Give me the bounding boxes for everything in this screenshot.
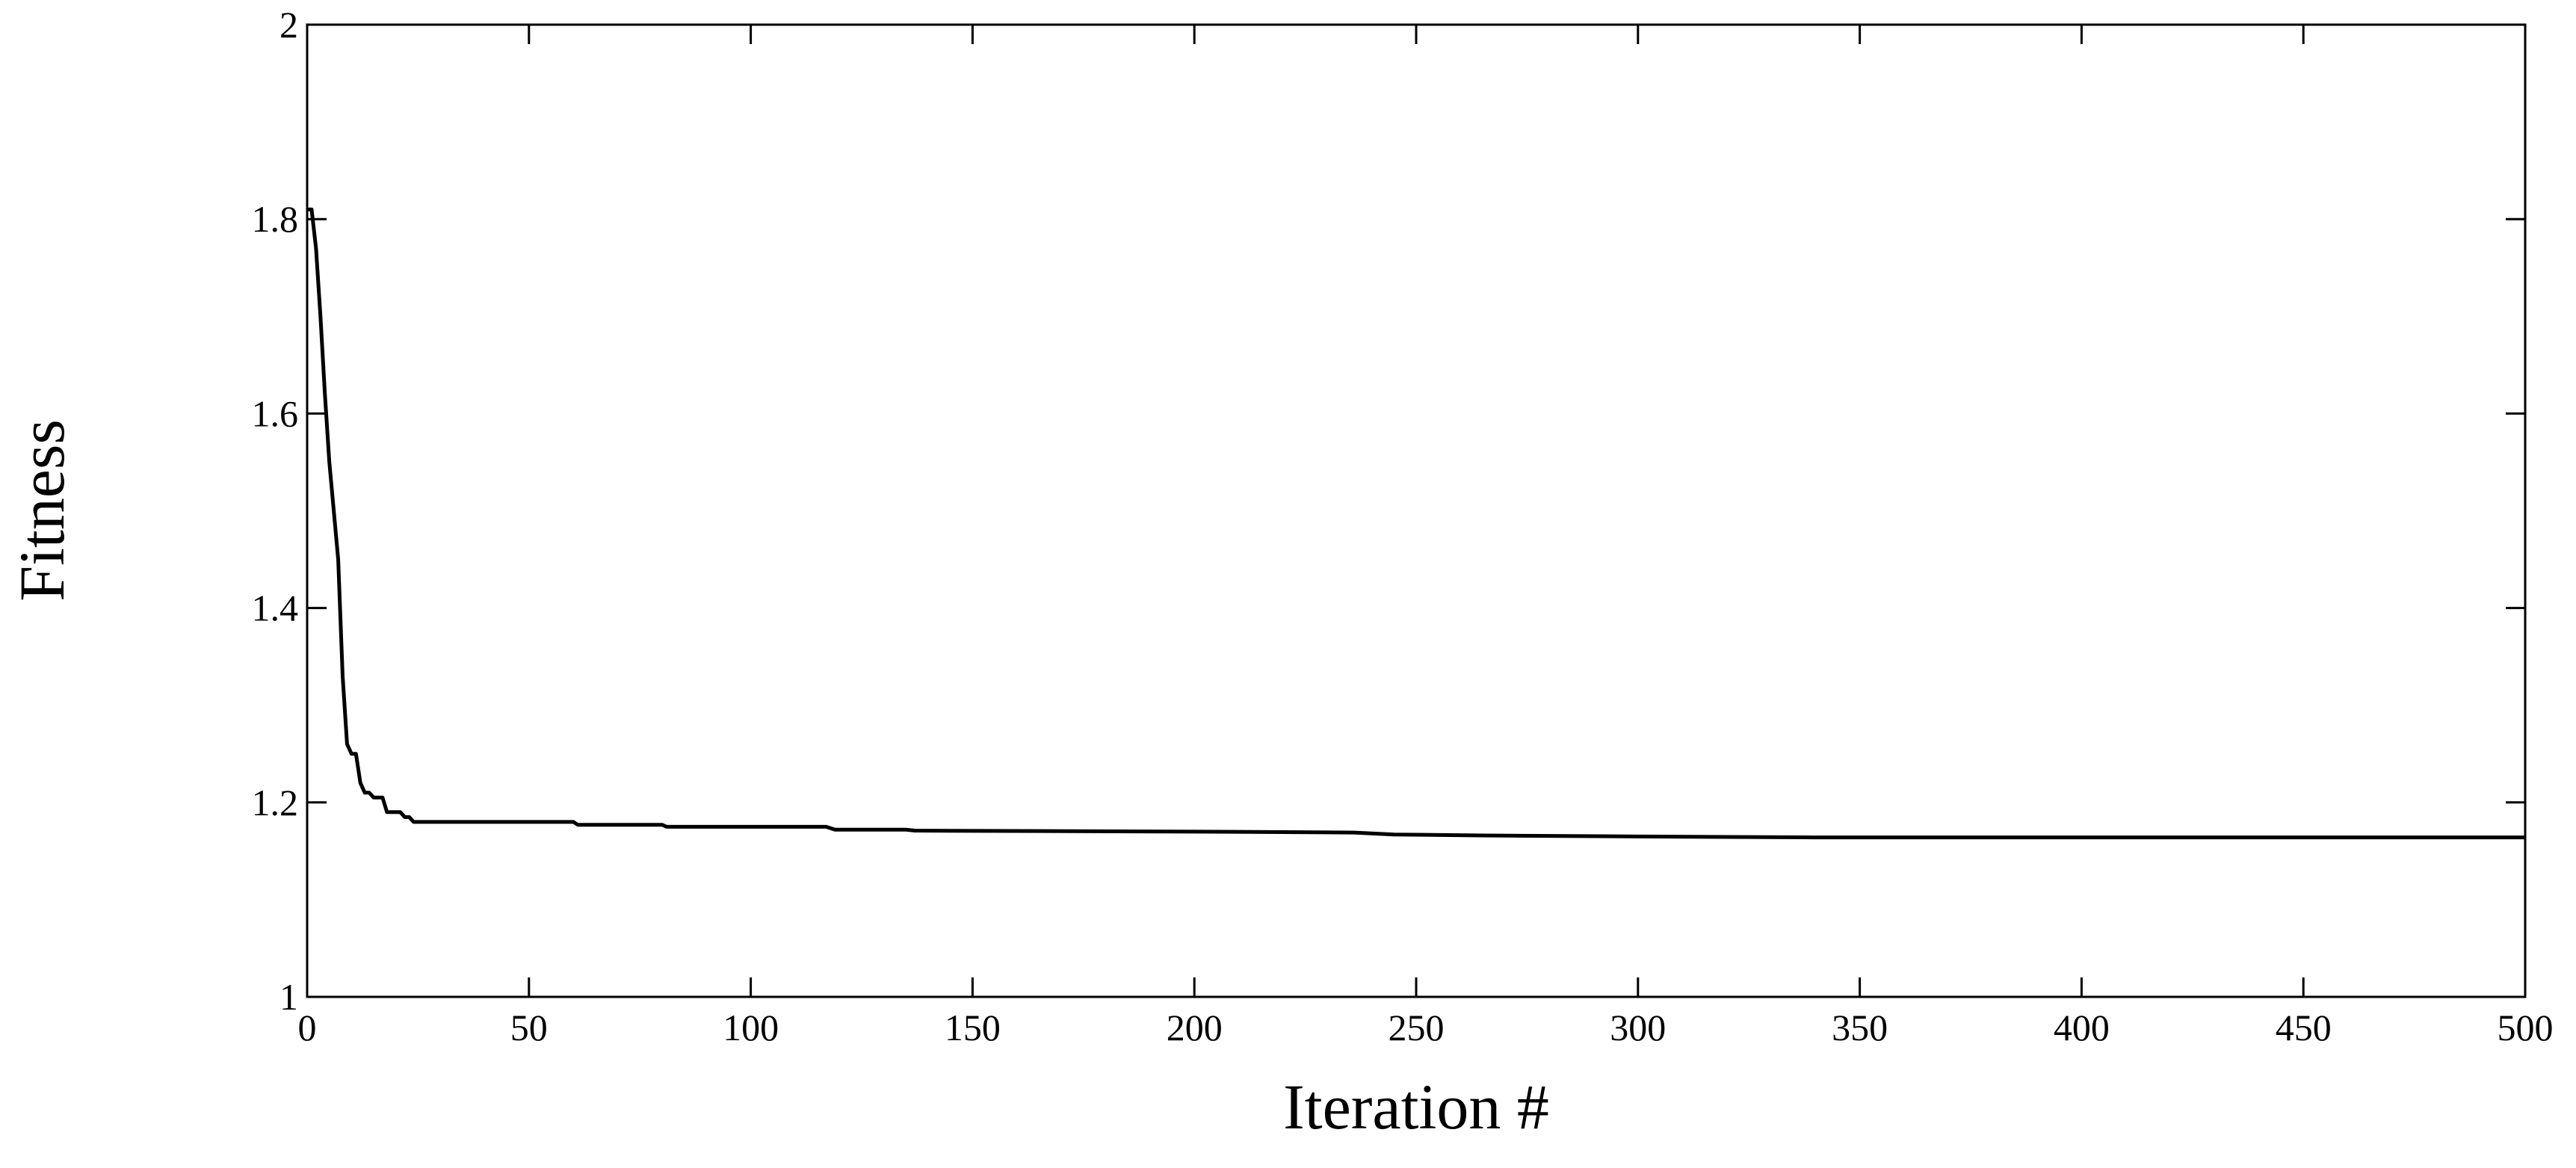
y-tick-label: 2: [279, 4, 298, 46]
x-tick-label: 350: [1832, 1007, 1888, 1048]
y-tick-label: 1.4: [252, 587, 299, 629]
x-tick-label: 400: [2054, 1007, 2110, 1048]
x-tick-label: 100: [723, 1007, 779, 1048]
y-tick-label: 1.6: [252, 392, 299, 434]
x-tick-label: 200: [1167, 1007, 1223, 1048]
y-axis-label: Fitness: [6, 419, 78, 602]
data-line: [307, 207, 2525, 840]
y-tick-label: 1: [279, 976, 298, 1018]
y-tick-label: 1.8: [252, 198, 299, 240]
y-tick-label: 1.2: [252, 782, 299, 824]
x-tick-label: 450: [2276, 1007, 2332, 1048]
x-tick-label: 0: [298, 1007, 317, 1048]
x-tick-label: 300: [1610, 1007, 1666, 1048]
x-axis-label: Iteration #: [1283, 1071, 1549, 1143]
x-tick-label: 50: [510, 1007, 548, 1048]
x-tick-label: 500: [2498, 1007, 2554, 1048]
x-tick-label: 250: [1389, 1007, 1445, 1048]
plot-frame: [306, 23, 2527, 998]
x-tick-label: 150: [945, 1007, 1001, 1048]
